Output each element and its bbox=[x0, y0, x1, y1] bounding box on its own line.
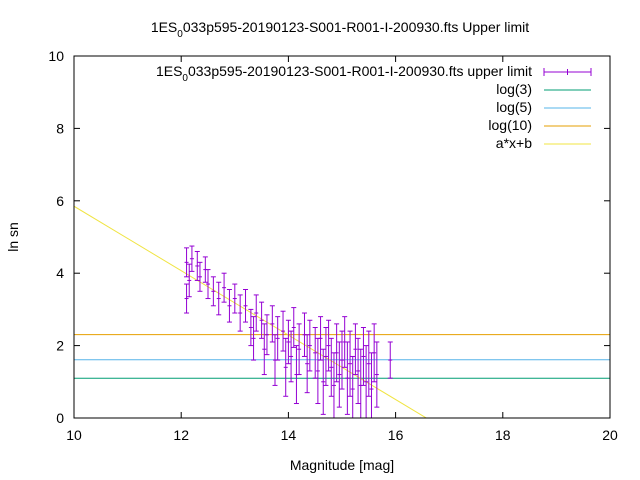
data-point bbox=[261, 323, 267, 376]
data-point bbox=[237, 294, 243, 332]
chart-title-suffix: 033p595-20190123-S001-R001-I-200930.fts … bbox=[183, 19, 529, 35]
data-point bbox=[312, 327, 318, 379]
data-point bbox=[186, 263, 192, 298]
data-point bbox=[301, 312, 307, 357]
legend-label-fit: a*x+b bbox=[496, 135, 532, 151]
legend-label-data: 1ES0033p595-20190123-S001-R001-I-200930.… bbox=[156, 63, 532, 84]
data-point bbox=[352, 323, 358, 376]
data-point bbox=[194, 250, 200, 281]
data-point bbox=[366, 330, 372, 397]
data-point bbox=[368, 352, 374, 418]
x-tick-label: 10 bbox=[66, 427, 82, 443]
data-point bbox=[339, 330, 345, 390]
data-point bbox=[280, 310, 286, 352]
data-point bbox=[248, 308, 254, 347]
legend: 1ES0033p595-20190123-S001-R001-I-200930.… bbox=[156, 63, 592, 151]
legend-label-log3: log(3) bbox=[496, 81, 532, 97]
data-point bbox=[269, 305, 275, 343]
data-point bbox=[264, 314, 270, 356]
data-point bbox=[197, 261, 203, 292]
data-point bbox=[296, 323, 302, 376]
y-tick-label: 0 bbox=[56, 410, 64, 426]
x-axis-label: Magnitude [mag] bbox=[290, 457, 394, 473]
data-point bbox=[205, 269, 211, 300]
data-point bbox=[374, 341, 380, 408]
data-point bbox=[189, 245, 195, 272]
y-axis-label: ln sn bbox=[5, 222, 21, 252]
data-point bbox=[387, 341, 393, 379]
data-point bbox=[347, 330, 353, 397]
data-point bbox=[275, 316, 281, 361]
x-tick-label: 14 bbox=[281, 427, 297, 443]
data-point bbox=[232, 283, 238, 314]
data-point bbox=[251, 316, 257, 361]
data-point bbox=[288, 330, 294, 383]
data-point bbox=[307, 319, 313, 372]
chart-title-prefix: 1ES bbox=[151, 19, 177, 35]
data-point bbox=[371, 323, 377, 383]
data-point bbox=[285, 319, 291, 365]
data-point bbox=[323, 327, 329, 386]
data-point bbox=[226, 288, 232, 323]
data-point bbox=[283, 337, 289, 397]
legend-label-log10: log(10) bbox=[488, 117, 532, 133]
data-point bbox=[326, 319, 332, 372]
plot-frame bbox=[73, 55, 611, 419]
data-point bbox=[210, 276, 216, 307]
data-point bbox=[342, 316, 348, 368]
data-point bbox=[291, 307, 297, 348]
chart-title-sub: 0 bbox=[177, 29, 183, 40]
data-point bbox=[334, 323, 340, 383]
data-point bbox=[304, 334, 310, 394]
x-tick-label: 12 bbox=[173, 427, 189, 443]
data-point bbox=[318, 316, 324, 361]
data-point bbox=[184, 247, 190, 278]
data-point bbox=[216, 281, 222, 316]
data-point bbox=[259, 301, 265, 339]
y-tick-label: 6 bbox=[56, 193, 64, 209]
legend-sample-data bbox=[543, 68, 592, 76]
x-tick-label: 16 bbox=[388, 427, 404, 443]
data-point bbox=[328, 337, 334, 397]
x-tick-label: 20 bbox=[602, 427, 618, 443]
y-tick-label: 2 bbox=[56, 338, 64, 354]
x-tick-label: 18 bbox=[495, 427, 511, 443]
data-point bbox=[344, 341, 350, 415]
data-point bbox=[243, 288, 249, 323]
data-point bbox=[184, 283, 190, 314]
y-tick-label: 8 bbox=[56, 120, 64, 136]
y-tick-label: 10 bbox=[48, 48, 64, 64]
legend-label-log5: log(5) bbox=[496, 99, 532, 115]
data-point bbox=[221, 272, 227, 303]
data-point bbox=[350, 355, 356, 418]
data-point bbox=[360, 327, 366, 386]
data-point bbox=[331, 352, 337, 418]
data-point bbox=[363, 345, 369, 418]
chart-title: 1ES0033p595-20190123-S001-R001-I-200930.… bbox=[151, 19, 529, 40]
data-point bbox=[253, 294, 259, 332]
data-point bbox=[355, 337, 361, 405]
data-point bbox=[315, 337, 321, 405]
data-point bbox=[336, 341, 342, 408]
y-tick-label: 4 bbox=[56, 265, 64, 281]
data-point bbox=[320, 348, 326, 415]
